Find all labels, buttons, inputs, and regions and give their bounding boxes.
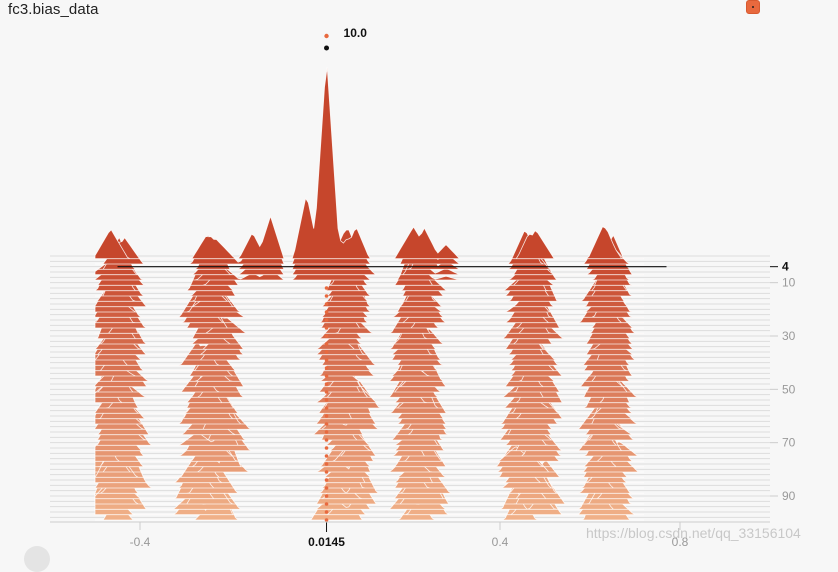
hover-x-dot [324, 366, 329, 370]
hover-x-dot [324, 422, 329, 426]
hover-x-dot [324, 518, 329, 522]
histogram-step-5 [94, 147, 645, 270]
histogram-step-49 [94, 360, 645, 388]
histogram-ridges [94, 67, 645, 521]
x-tick-label: -0.4 [130, 535, 151, 549]
hover-x-dot [324, 294, 329, 298]
histogram-step-43 [94, 340, 645, 372]
peak-marker-black [324, 45, 330, 51]
hover-x-dot [324, 342, 329, 346]
histogram-step-55 [94, 371, 645, 404]
axes: -0.4 0.4 0.8 10 30 50 70 90 [50, 276, 796, 549]
watermark-text: https://blog.csdn.net/qq_33156104 [586, 525, 801, 541]
histogram-step-39 [94, 328, 644, 361]
chip-dot-icon [752, 6, 754, 8]
hover-x-dot [324, 398, 329, 402]
hover-x-label: 0.0145 [308, 535, 345, 549]
histogram-step-1 [94, 67, 645, 260]
hover-x-dot [324, 414, 329, 418]
x-tick-label: 0.8 [672, 535, 689, 549]
y-tick-label: 70 [782, 436, 796, 450]
chart-title: fc3.bias_data [8, 1, 99, 18]
info-icon[interactable] [24, 546, 50, 572]
hover-x-dot [324, 406, 329, 410]
y-tick-label: 10 [782, 276, 796, 290]
hover-x-dot [324, 486, 329, 490]
hover-x-dot [324, 494, 329, 498]
histogram-step-41 [94, 335, 645, 366]
hover-x-dot [324, 454, 329, 458]
histogram-step-99 [95, 488, 644, 521]
histogram-step-47 [94, 350, 645, 382]
hover-x-dot [324, 350, 329, 354]
series-color-chip[interactable] [746, 0, 760, 14]
histogram-step-9 [94, 226, 644, 281]
histogram-plot[interactable]: 10.0 4 0.0145 -0.4 0.4 0.8 10 30 50 70 90 [0, 0, 838, 552]
hover-guides: 10.0 4 0.0145 [117, 26, 789, 549]
hover-x-dot [324, 502, 329, 506]
hover-x-dot [324, 390, 329, 394]
histogram-step-53 [94, 365, 645, 398]
histogram-step-29 [94, 303, 645, 334]
hover-x-dot [324, 310, 329, 314]
histogram-step-63 [94, 393, 644, 425]
hover-x-dot [324, 302, 329, 306]
hover-x-dot [324, 470, 329, 474]
hover-x-dot [324, 334, 329, 338]
hover-x-dot [324, 438, 329, 442]
x-tick-label: 0.4 [492, 535, 509, 549]
y-tick-label: 50 [782, 382, 796, 396]
histogram-step-21 [94, 280, 644, 313]
y-tick-label: 90 [782, 489, 796, 503]
hover-x-dot [324, 286, 329, 290]
hover-x-dot [324, 382, 329, 386]
hover-x-dot [324, 326, 329, 330]
hover-count-label: 10.0 [344, 26, 368, 40]
hover-x-dot [324, 318, 329, 322]
peak-marker-dot [324, 33, 329, 39]
hover-x-dot [324, 430, 329, 434]
histogram-step-3 [95, 107, 644, 265]
hover-x-dot [324, 478, 329, 482]
hover-x-dot [324, 462, 329, 466]
hover-x-dot [324, 374, 329, 378]
histogram-step-37 [94, 323, 645, 356]
hover-x-dot [324, 510, 329, 514]
histogram-step-7 [94, 187, 645, 276]
y-tick-label: 30 [782, 329, 796, 343]
histogram-step-35 [94, 320, 645, 350]
histogram-step-69 [94, 406, 644, 441]
hover-step-label: 4 [782, 260, 789, 274]
hover-x-dot [324, 446, 329, 450]
hover-x-dot [324, 358, 329, 362]
